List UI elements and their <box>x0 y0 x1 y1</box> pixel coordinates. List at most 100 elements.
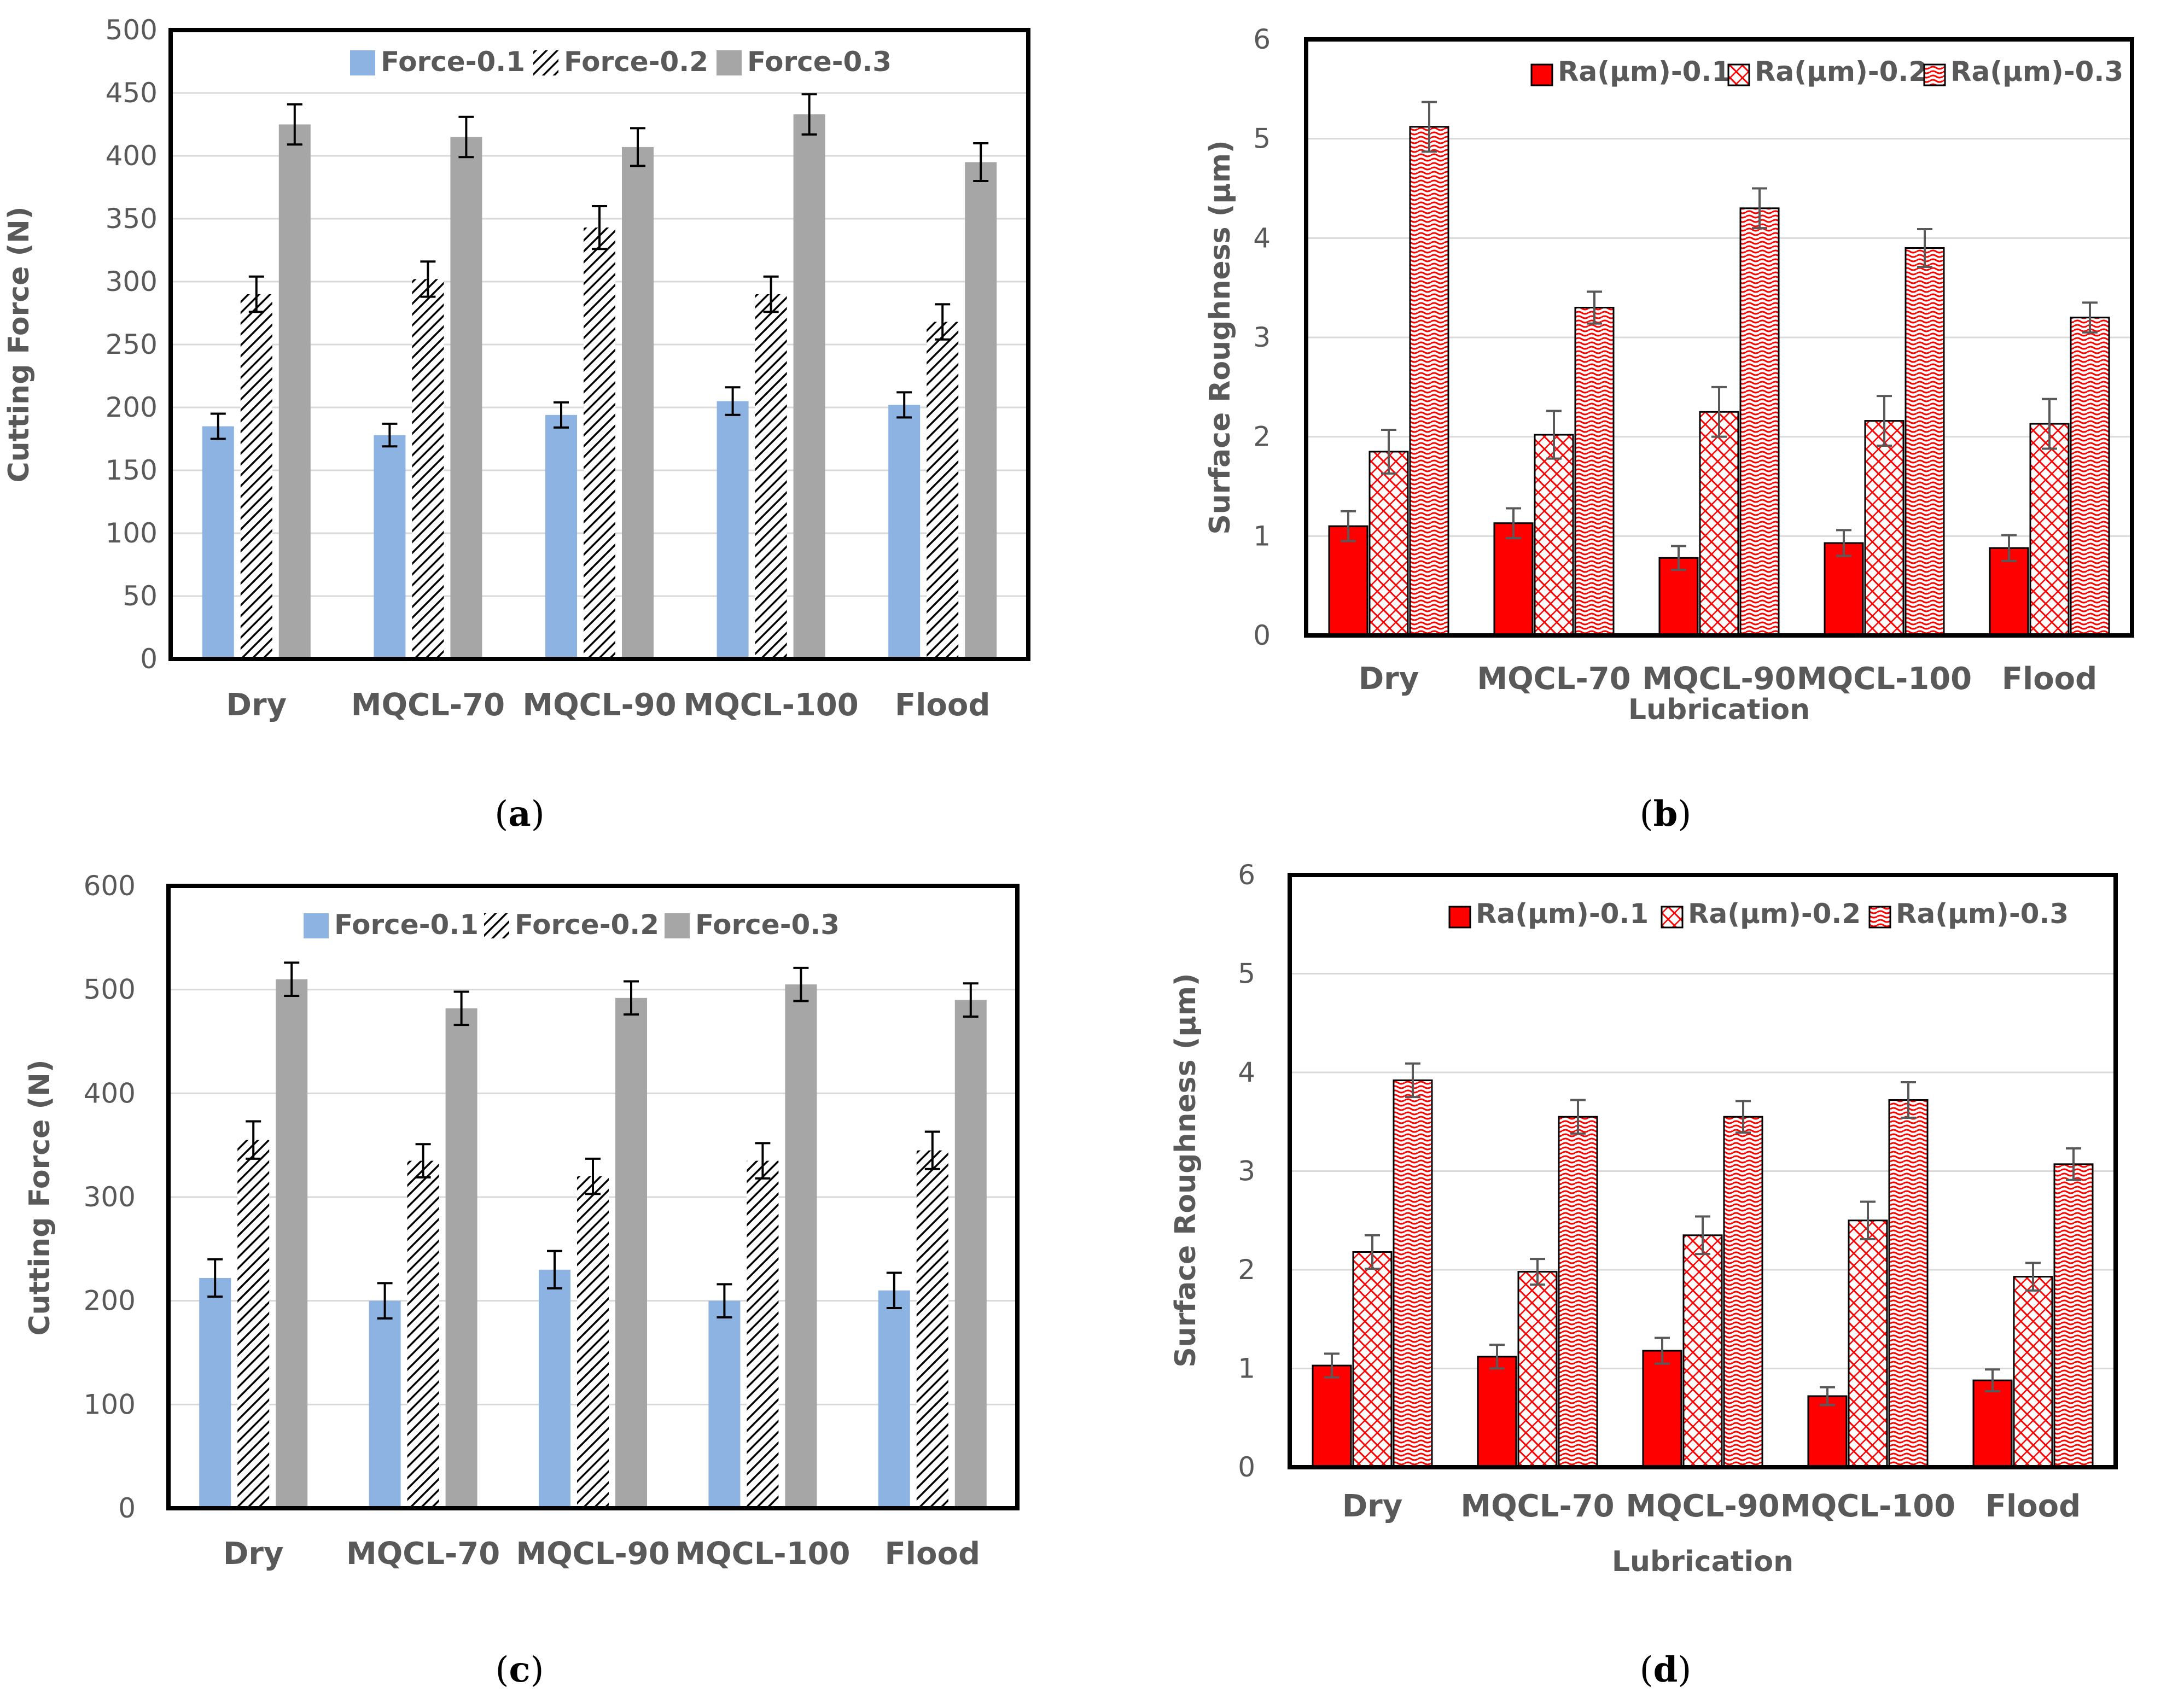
plot-frame <box>1304 37 2134 638</box>
caption-d: (d) <box>1640 1649 1692 1690</box>
y-tick-label: 0 <box>1238 1451 1255 1483</box>
chart-panel-b: 0 1 2 3 4 5 6 Dry MQCL-70 MQCL-90 MQCL-100 Flood Sur… <box>1204 24 2134 726</box>
x-tick-label-mqcl-90: MQCL-90 <box>1642 661 1796 697</box>
y-tick-label: 300 <box>84 1181 136 1213</box>
y-tick-label: 1 <box>1253 520 1271 552</box>
x-tick-label-dry: Dry <box>223 1536 284 1572</box>
x-axis-title: Lubrication <box>1612 1545 1793 1578</box>
x-tick-label-flood: Flood <box>885 1536 980 1572</box>
bar-force-0-2-mqcl-90 <box>584 227 615 660</box>
chart-panel-c: 0 100 200 300 400 500 600 Dry MQCL-70 MQCL-90 MQCL… <box>24 870 1020 1572</box>
x-tick-label-mqcl-100: MQCL-100 <box>1780 1489 1955 1524</box>
bar-ra-m-0-3-mqcl-70 <box>1558 1116 1598 1468</box>
x-tick-label-mqcl-70: MQCL-70 <box>351 687 505 723</box>
y-tick-label: 3 <box>1238 1156 1255 1187</box>
y-tick-label: 4 <box>1238 1057 1255 1088</box>
bar-ra-m-0-1-mqcl-70 <box>1477 1356 1517 1468</box>
bar-ra-m-0-1-dry <box>1328 525 1368 637</box>
y-tick-label: 150 <box>106 454 158 486</box>
x-tick-label-dry: Dry <box>226 687 287 723</box>
y-tick-label: 2 <box>1253 421 1271 453</box>
legend-label-ra-m-0-3: Ra(µm)-0.3 <box>1896 898 2069 930</box>
bar-force-0-3-mqcl-90 <box>615 997 647 1508</box>
x-axis-title: Lubrication <box>1628 693 1810 726</box>
y-tick-label: 6 <box>1238 859 1255 891</box>
legend-swatch-ra-m-0-2 <box>1661 906 1684 929</box>
bar-ra-m-0-3-dry <box>1393 1079 1433 1468</box>
bar-ra-m-0-3-flood <box>2070 317 2110 637</box>
caption-d-letter: d <box>1653 1649 1678 1690</box>
y-tick-label: 5 <box>1238 958 1255 990</box>
bar-ra-m-0-3-dry <box>1409 126 1449 637</box>
y-tick-label: 400 <box>106 140 158 172</box>
caption-c: (c) <box>496 1649 544 1690</box>
y-tick-label: 1 <box>1238 1353 1255 1385</box>
chart-panel-d: 0 1 2 3 4 5 6 Dry MQCL-70 MQCL-90 MQCL-100 Flood Sur… <box>1169 859 2118 1578</box>
x-tick-label-flood: Flood <box>2002 661 2097 697</box>
x-tick-label-mqcl-70: MQCL-70 <box>1460 1489 1614 1524</box>
legend-label-force-0-3: Force-0.3 <box>695 909 840 941</box>
bar-ra-m-0-2-mqcl-100 <box>1848 1219 1888 1468</box>
y-tick-label: 6 <box>1253 24 1271 55</box>
bar-ra-m-0-2-dry <box>1352 1251 1393 1468</box>
y-tick-label: 3 <box>1253 322 1271 353</box>
y-tick-label: 0 <box>118 1492 136 1524</box>
y-tick-label: 350 <box>106 203 158 235</box>
bar-force-0-3-mqcl-70 <box>450 137 482 659</box>
bar-force-0-2-mqcl-70 <box>407 1160 439 1508</box>
y-tick-label: 300 <box>106 266 158 297</box>
bar-force-0-3-dry <box>278 124 311 659</box>
legend-label-force-0-2: Force-0.2 <box>564 46 708 78</box>
y-tick-label: 200 <box>106 392 158 423</box>
bar-ra-m-0-1-mqcl-90 <box>1658 557 1699 637</box>
x-tick-label-flood: Flood <box>895 687 990 723</box>
bar-force-0-3-mqcl-70 <box>445 1008 477 1508</box>
bar-force-0-3-flood <box>954 1000 987 1508</box>
bar-ra-m-0-1-flood <box>1972 1379 2013 1468</box>
legend-label-force-0-3: Force-0.3 <box>747 46 892 78</box>
bar-ra-m-0-3-mqcl-70 <box>1574 307 1615 637</box>
bar-force-0-2-mqcl-90 <box>577 1176 609 1508</box>
y-tick-label: 400 <box>84 1077 136 1109</box>
bar-ra-m-0-1-dry <box>1312 1364 1352 1468</box>
legend-swatch-ra-m-0-3 <box>1868 906 1891 929</box>
x-tick-label-dry: Dry <box>1342 1489 1403 1524</box>
y-tick-label: 450 <box>106 77 158 109</box>
legend-swatch-ra-m-0-1 <box>1530 63 1553 86</box>
bar-ra-m-0-1-mqcl-100 <box>1824 542 1864 637</box>
bar-force-0-2-flood <box>916 1150 948 1508</box>
y-tick-label: 500 <box>106 14 158 46</box>
bar-force-0-2-dry <box>240 294 272 659</box>
bar-ra-m-0-2-mqcl-90 <box>1699 411 1739 637</box>
bar-ra-m-0-1-flood <box>1989 547 2029 637</box>
bar-ra-m-0-3-mqcl-90 <box>1739 207 1780 637</box>
x-tick-label-mqcl-90: MQCL-90 <box>1626 1489 1779 1524</box>
bar-force-0-1-mqcl-100 <box>708 1300 741 1508</box>
bar-force-0-1-dry <box>202 426 234 659</box>
legend-swatch-ra-m-0-1 <box>1448 906 1471 929</box>
bar-ra-m-0-2-mqcl-90 <box>1682 1234 1723 1468</box>
legend-label-ra-m-0-2: Ra(µm)-0.2 <box>1755 56 1927 87</box>
x-tick-label-mqcl-90: MQCL-90 <box>516 1536 669 1572</box>
y-tick-label: 250 <box>106 329 158 360</box>
y-axis-title: Cutting Force (N) <box>24 1059 56 1335</box>
bar-force-0-3-mqcl-100 <box>785 984 817 1508</box>
bar-force-0-3-flood <box>965 162 997 659</box>
legend-swatch-ra-m-0-3 <box>1923 63 1946 86</box>
bar-force-0-2-dry <box>237 1140 270 1508</box>
legend-label-ra-m-0-3: Ra(µm)-0.3 <box>1950 56 2123 87</box>
caption-b: (b) <box>1640 793 1692 835</box>
y-tick-label: 5 <box>1253 123 1271 155</box>
bar-force-0-1-flood <box>888 405 921 659</box>
y-axis-title: Cutting Force (N) <box>3 206 36 482</box>
legend-swatch-force-0-3 <box>665 913 690 938</box>
bar-force-0-3-dry <box>276 979 308 1508</box>
x-tick-label-mqcl-100: MQCL-100 <box>683 687 858 723</box>
legend-label-ra-m-0-2: Ra(µm)-0.2 <box>1688 898 1861 930</box>
y-tick-label: 4 <box>1253 222 1271 254</box>
y-tick-label: 0 <box>140 643 158 675</box>
legend-label-force-0-1: Force-0.1 <box>381 46 525 78</box>
legend-swatch-force-0-2 <box>484 913 509 938</box>
legend-swatch-force-0-1 <box>350 50 375 75</box>
